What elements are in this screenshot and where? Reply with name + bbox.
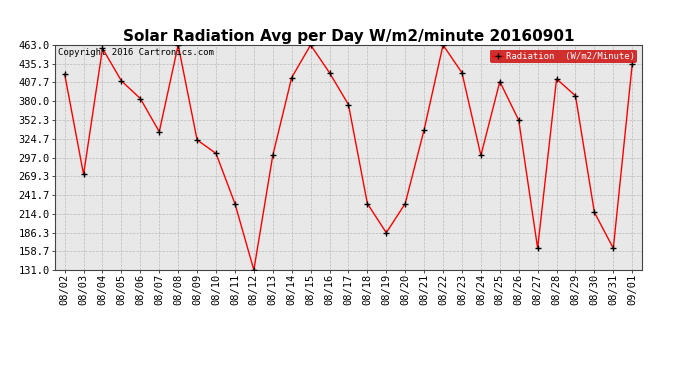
Legend: Radiation  (W/m2/Minute): Radiation (W/m2/Minute) bbox=[490, 50, 637, 63]
Title: Solar Radiation Avg per Day W/m2/minute 20160901: Solar Radiation Avg per Day W/m2/minute … bbox=[123, 29, 574, 44]
Text: Copyright 2016 Cartronics.com: Copyright 2016 Cartronics.com bbox=[58, 48, 214, 57]
